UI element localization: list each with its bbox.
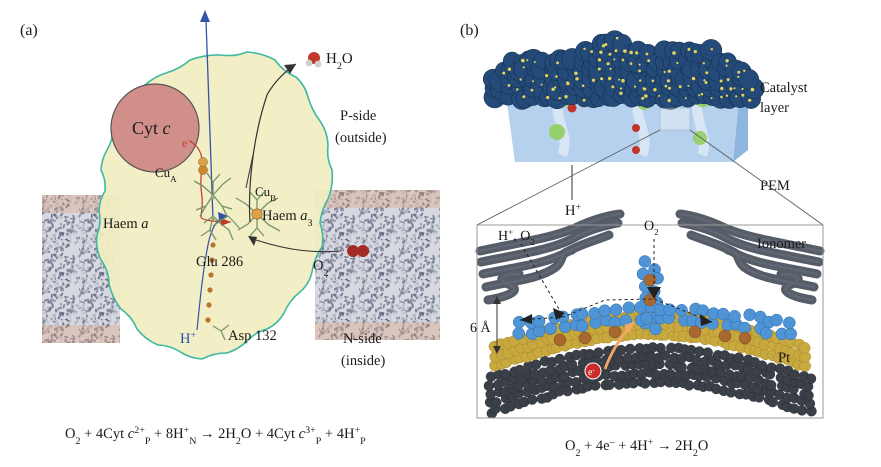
- svg-text:Cyt c: Cyt c: [132, 118, 171, 138]
- svg-text:Asp 132: Asp 132: [228, 328, 277, 344]
- svg-text:6 Å: 6 Å: [470, 320, 492, 336]
- svg-text:layer: layer: [760, 100, 789, 116]
- svg-text:Glu 286: Glu 286: [196, 254, 243, 270]
- svg-text:(b): (b): [460, 22, 479, 39]
- svg-text:O2 + 4e– + 4H+ → 2H2O: O2 + 4e– + 4H+ → 2H2O: [565, 437, 708, 459]
- svg-text:Haem a: Haem a: [103, 216, 149, 232]
- svg-text:P-side: P-side: [340, 108, 376, 124]
- svg-text:O2 + 4Cyt c2+P + 8H+N → 2H2O +: O2 + 4Cyt c2+P + 8H+N → 2H2O + 4Cyt c3+P…: [65, 425, 366, 447]
- svg-text:Catalyst: Catalyst: [760, 80, 808, 96]
- svg-text:(a): (a): [20, 22, 38, 39]
- svg-text:(outside): (outside): [335, 130, 387, 146]
- svg-text:H+: H+: [565, 202, 581, 220]
- svg-text:Pt: Pt: [778, 350, 790, 366]
- svg-text:(inside): (inside): [341, 353, 385, 369]
- svg-text:PEM: PEM: [760, 178, 790, 194]
- svg-text:H2O: H2O: [326, 51, 353, 72]
- svg-text:Ionomer: Ionomer: [757, 236, 806, 252]
- svg-text:N-side: N-side: [343, 331, 382, 347]
